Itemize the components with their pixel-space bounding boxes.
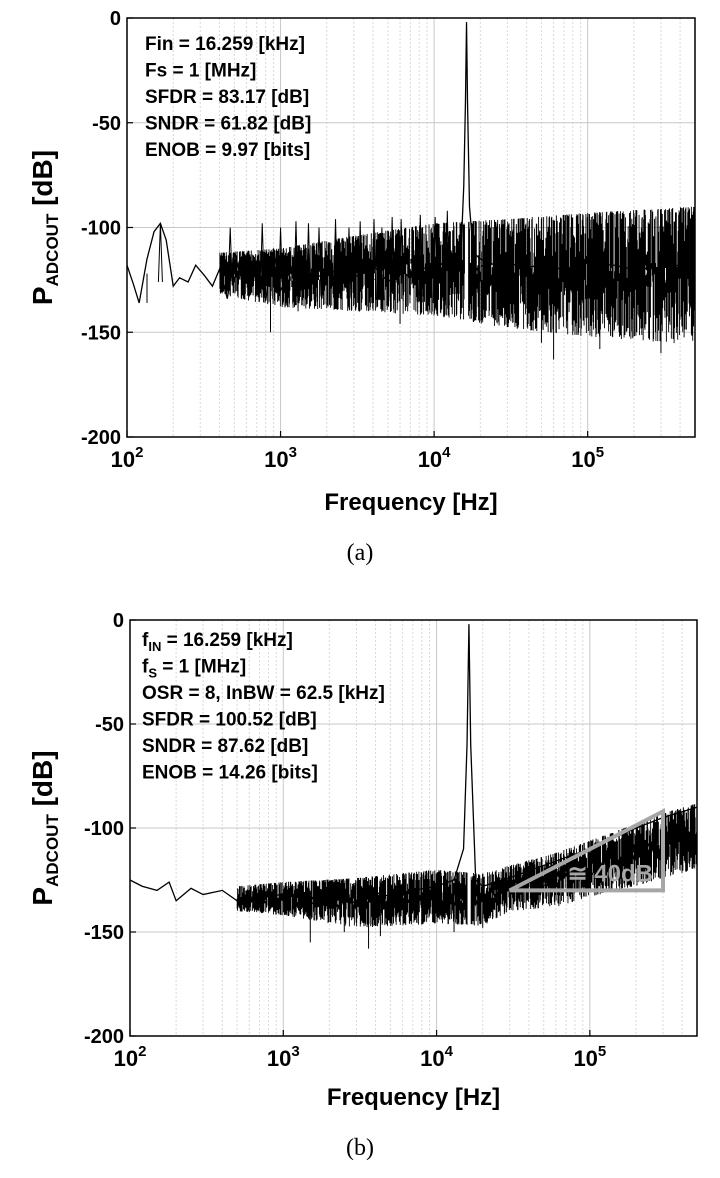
x-tick-label: 103 — [267, 1043, 300, 1071]
spur — [444, 210, 450, 306]
spur — [259, 223, 265, 291]
y-tick-label: -150 — [84, 922, 124, 944]
x-tick-label: 104 — [418, 444, 451, 472]
y-tick-label: 0 — [113, 610, 124, 632]
spur — [278, 227, 284, 295]
y-axis-label: PADCOUT [dB] — [27, 750, 62, 905]
annotation-line: SNDR = 87.62 [dB] — [142, 736, 308, 757]
x-tick-label: 104 — [420, 1043, 453, 1071]
annotation-line: ENOB = 9.97 [bits] — [145, 140, 310, 161]
spur — [417, 214, 423, 303]
noise-floor — [219, 206, 696, 344]
x-tick-label: 102 — [114, 1043, 147, 1071]
slope-label: ≅ 40dB — [568, 860, 653, 887]
y-tick-label: -100 — [84, 818, 124, 840]
annotation-line: SNDR = 61.82 [dB] — [145, 114, 311, 135]
spur — [316, 227, 322, 297]
annotation-line: fIN = 16.259 [kHz] — [142, 630, 293, 654]
metrics-annotation: fIN = 16.259 [kHz] fS = 1 [MHz]OSR = 8, I… — [142, 630, 385, 784]
annotation-line: fS = 1 [MHz] — [142, 657, 246, 681]
panel-caption: (a) — [347, 540, 374, 566]
noise-floor — [236, 804, 698, 928]
x-tick-label: 103 — [264, 444, 297, 472]
annotation-line: OSR = 8, InBW = 62.5 [kHz] — [142, 683, 385, 704]
spur — [432, 217, 438, 304]
annotation-line: Fin = 16.259 [kHz] — [145, 34, 305, 55]
y-tick-label: -150 — [81, 322, 121, 344]
annotation-line: Fs = 1 [MHz] — [145, 61, 256, 82]
series-spectrum — [126, 22, 696, 360]
x-axis-label: Frequency [Hz] — [327, 1084, 500, 1111]
x-tick-label: 105 — [571, 444, 604, 472]
x-tick-label: 102 — [111, 444, 144, 472]
slope-triangle — [508, 808, 665, 893]
annotation-line: SFDR = 83.17 [dB] — [145, 87, 309, 108]
x-tick-label: 105 — [573, 1043, 606, 1071]
series-spectrum — [129, 624, 698, 949]
spectrum-line — [126, 22, 696, 304]
y-tick-label: -200 — [84, 1026, 124, 1048]
y-axis-label: PADCOUT [dB] — [27, 150, 62, 305]
y-tick-label: -50 — [92, 113, 121, 135]
y-tick-label: -50 — [95, 714, 124, 736]
y-tick-label: 0 — [110, 8, 121, 30]
annotation-line: SFDR = 100.52 [dB] — [142, 710, 317, 731]
annotation-line: ENOB = 14.26 [bits] — [142, 763, 318, 784]
y-tick-label: -200 — [81, 427, 121, 449]
spur — [227, 227, 233, 285]
panel-caption: (b) — [346, 1135, 374, 1161]
spur — [389, 217, 395, 301]
y-tick-label: -100 — [81, 218, 121, 240]
spectrum-line — [129, 624, 698, 904]
metrics-annotation: Fin = 16.259 [kHz] Fs = 1 [MHz] SFDR = 83.… — [145, 34, 311, 161]
spur — [293, 221, 299, 296]
spur — [371, 219, 377, 300]
x-axis-label: Frequency [Hz] — [324, 489, 497, 516]
spur — [305, 223, 311, 297]
